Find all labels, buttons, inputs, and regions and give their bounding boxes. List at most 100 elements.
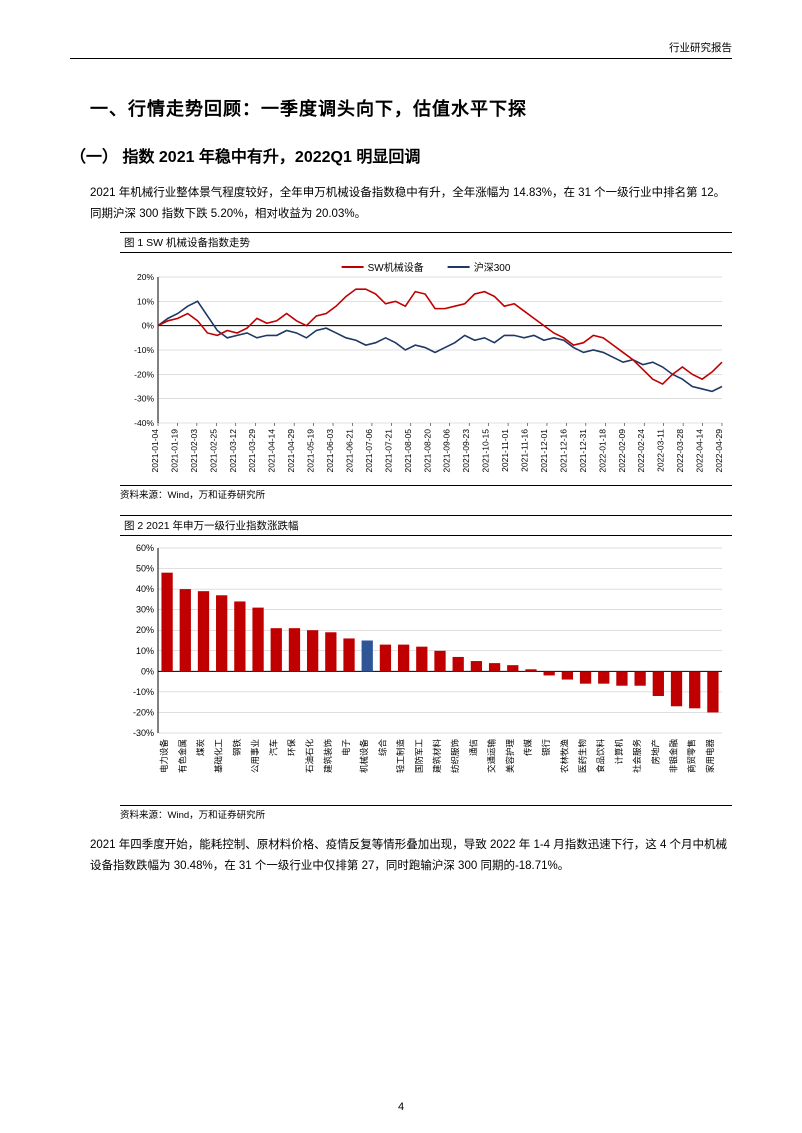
paragraph-2: 2021 年四季度开始，能耗控制、原材料价格、疫情反复等情形叠加出现，导致 20… [90, 835, 732, 876]
main-content: 一、行情走势回顾：一季度调头向下，估值水平下探 （一） 指数 2021 年稳中有… [90, 95, 732, 877]
paragraph-1: 2021 年机械行业整体景气程度较好，全年申万机械设备指数稳中有升，全年涨幅为 … [90, 183, 732, 224]
svg-text:非银金融: 非银金融 [669, 739, 679, 774]
heading-1: 一、行情走势回顾：一季度调头向下，估值水平下探 [90, 95, 732, 121]
svg-text:综合: 综合 [377, 739, 387, 757]
svg-text:30%: 30% [136, 605, 154, 615]
svg-text:有色金属: 有色金属 [177, 739, 187, 773]
svg-text:2022-01-18: 2022-01-18 [597, 429, 607, 473]
figure2-label: 图 2 2021 年申万一级行业指数涨跌幅 [120, 515, 732, 536]
svg-text:2021-03-12: 2021-03-12 [228, 429, 238, 473]
svg-text:2022-04-14: 2022-04-14 [695, 429, 705, 473]
svg-text:社会服务: 社会服务 [632, 739, 642, 774]
svg-text:石油石化: 石油石化 [305, 739, 315, 774]
svg-text:40%: 40% [136, 584, 154, 594]
svg-text:2021-06-21: 2021-06-21 [344, 429, 354, 473]
svg-text:医药生物: 医药生物 [578, 739, 588, 774]
legend-swatch-navy [448, 266, 470, 269]
svg-text:计算机: 计算机 [614, 739, 624, 765]
svg-text:家用电器: 家用电器 [705, 739, 715, 774]
svg-text:2021-12-01: 2021-12-01 [539, 429, 549, 473]
svg-text:2021-07-06: 2021-07-06 [364, 429, 374, 473]
svg-text:2021-01-04: 2021-01-04 [150, 429, 160, 473]
svg-text:50%: 50% [136, 564, 154, 574]
svg-text:食品饮料: 食品饮料 [596, 739, 606, 774]
svg-text:银行: 银行 [541, 739, 551, 757]
legend-label-csi: 沪深300 [474, 259, 511, 274]
legend-item-csi: 沪深300 [448, 259, 511, 274]
svg-text:2021-07-21: 2021-07-21 [383, 429, 393, 473]
legend-label-sw: SW机械设备 [368, 259, 424, 274]
svg-text:汽车: 汽车 [268, 739, 278, 756]
svg-text:通信: 通信 [468, 739, 478, 757]
svg-text:2022-04-29: 2022-04-29 [714, 429, 724, 473]
page-category: 行业研究报告 [669, 40, 732, 55]
svg-text:10%: 10% [137, 297, 154, 307]
svg-text:2021-11-16: 2021-11-16 [520, 429, 530, 472]
svg-text:传媒: 传媒 [523, 739, 533, 757]
svg-text:-30%: -30% [134, 394, 154, 404]
svg-text:2021-06-03: 2021-06-03 [325, 429, 335, 473]
header-rule [70, 58, 732, 59]
svg-text:2022-03-28: 2022-03-28 [675, 429, 685, 473]
chart1-legend: SW机械设备 沪深300 [342, 259, 511, 274]
svg-text:2021-03-29: 2021-03-29 [247, 429, 257, 473]
svg-text:2021-12-16: 2021-12-16 [558, 429, 568, 473]
svg-text:2021-02-25: 2021-02-25 [208, 429, 218, 473]
svg-text:商贸零售: 商贸零售 [687, 739, 697, 773]
chart1-svg: -40% -30% -20% -10% 0% 10% 20% 2021-01-04 2021-0… [120, 255, 730, 485]
svg-text:-30%: -30% [133, 728, 154, 738]
svg-text:煤炭: 煤炭 [195, 739, 205, 757]
svg-text:基础化工: 基础化工 [214, 739, 224, 774]
svg-text:20%: 20% [136, 626, 154, 636]
heading-2: （一） 指数 2021 年稳中有升，2022Q1 明显回调 [70, 143, 732, 167]
svg-text:2021-05-19: 2021-05-19 [306, 429, 316, 473]
chart2-bar: -30% -20% -10% 0% 10% 20% 30% 40% 50% 60% 电力设备有色金属… [120, 540, 732, 805]
svg-text:2021-09-23: 2021-09-23 [461, 429, 471, 473]
svg-text:0%: 0% [141, 667, 154, 677]
svg-text:-20%: -20% [134, 370, 154, 380]
svg-text:2022-03-11: 2022-03-11 [656, 429, 666, 472]
chart1-line: SW机械设备 沪深300 -40% -30% -20% -10% 0% 10% 20% 202… [120, 255, 732, 485]
svg-text:2022-02-09: 2022-02-09 [617, 429, 627, 473]
svg-text:轻工制造: 轻工制造 [396, 739, 406, 774]
svg-text:-10%: -10% [133, 687, 154, 697]
svg-text:建筑装饰: 建筑装饰 [323, 739, 333, 774]
svg-text:-10%: -10% [134, 345, 154, 355]
svg-text:60%: 60% [136, 543, 154, 553]
svg-text:20%: 20% [137, 272, 154, 282]
svg-text:建筑材料: 建筑材料 [432, 739, 442, 774]
svg-text:公用事业: 公用事业 [250, 739, 260, 773]
svg-text:电力设备: 电力设备 [159, 739, 169, 774]
svg-text:2021-12-31: 2021-12-31 [578, 429, 588, 473]
svg-text:交通运输: 交通运输 [487, 739, 497, 774]
svg-text:电子: 电子 [341, 739, 351, 757]
svg-text:2021-04-29: 2021-04-29 [286, 429, 296, 473]
svg-text:2021-04-14: 2021-04-14 [267, 429, 277, 473]
svg-text:国防军工: 国防军工 [414, 739, 424, 774]
svg-text:美容护理: 美容护理 [505, 739, 515, 774]
svg-text:0%: 0% [142, 321, 155, 331]
chart2-svg: -30% -20% -10% 0% 10% 20% 30% 40% 50% 60% 电力设备有色金属… [120, 540, 730, 805]
svg-text:房地产: 房地产 [650, 739, 660, 765]
svg-text:2021-01-19: 2021-01-19 [169, 429, 179, 473]
svg-text:环保: 环保 [286, 739, 296, 757]
svg-text:纺织服饰: 纺织服饰 [450, 739, 460, 774]
figure1-label: 图 1 SW 机械设备指数走势 [120, 232, 732, 253]
svg-text:2021-02-03: 2021-02-03 [189, 429, 199, 473]
figure1-source: 资料来源：Wind，万和证券研究所 [120, 485, 732, 501]
svg-text:2021-09-06: 2021-09-06 [442, 429, 452, 473]
figure2-source: 资料来源：Wind，万和证券研究所 [120, 805, 732, 821]
svg-text:2021-10-15: 2021-10-15 [481, 429, 491, 473]
svg-text:2022-02-24: 2022-02-24 [636, 429, 646, 473]
svg-text:2021-08-20: 2021-08-20 [422, 429, 432, 473]
svg-text:机械设备: 机械设备 [359, 739, 369, 774]
svg-text:钢铁: 钢铁 [232, 739, 242, 757]
svg-text:-40%: -40% [134, 418, 154, 428]
legend-item-sw: SW机械设备 [342, 259, 424, 274]
svg-text:10%: 10% [136, 646, 154, 656]
svg-text:2021-08-05: 2021-08-05 [403, 429, 413, 473]
svg-text:-20%: -20% [133, 708, 154, 718]
svg-text:2021-11-01: 2021-11-01 [500, 429, 510, 472]
svg-text:农林牧渔: 农林牧渔 [559, 739, 569, 774]
legend-swatch-red [342, 266, 364, 269]
